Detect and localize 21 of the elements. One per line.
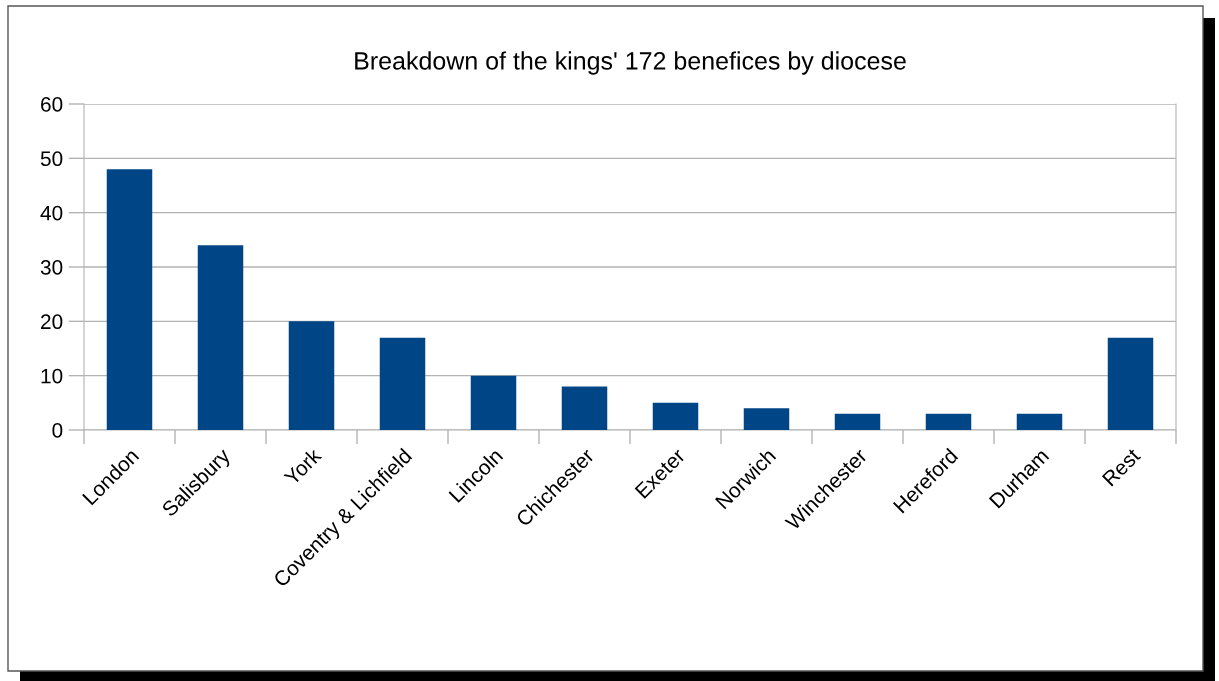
bar xyxy=(925,413,972,430)
bar xyxy=(197,245,244,430)
bar xyxy=(1016,413,1063,430)
bar xyxy=(743,408,790,430)
bar xyxy=(106,169,153,430)
y-tick-label: 10 xyxy=(41,368,63,384)
chart-title: Breakdown of the kings' 172 benefices by diocese xyxy=(355,51,906,75)
bar xyxy=(470,375,517,430)
y-tick-label: 50 xyxy=(40,151,63,167)
y-tick-label: 0 xyxy=(52,423,63,438)
bar xyxy=(834,413,881,430)
y-tick-label: 40 xyxy=(40,205,63,221)
bar xyxy=(561,386,608,430)
bar xyxy=(652,402,699,430)
y-tick-label: 60 xyxy=(41,97,63,112)
x-tick-label: York xyxy=(282,446,323,487)
y-tick-label: 20 xyxy=(41,314,63,330)
bar xyxy=(1107,337,1154,430)
y-tick-label: 30 xyxy=(40,260,63,275)
bar xyxy=(288,321,335,430)
bar xyxy=(379,337,426,430)
